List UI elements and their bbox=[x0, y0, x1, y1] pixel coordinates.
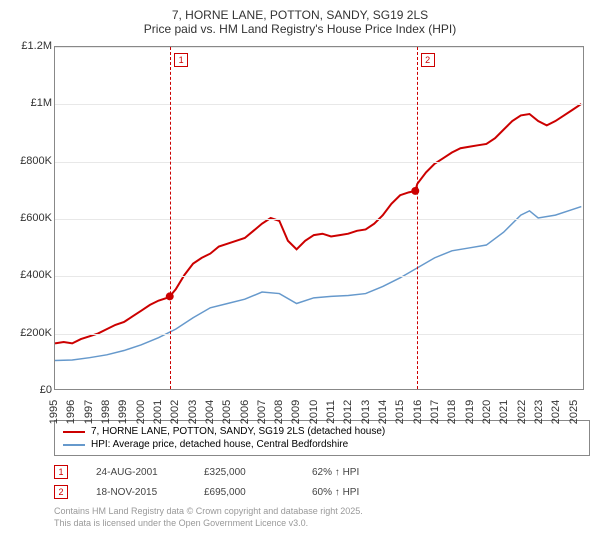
x-axis-label: 2018 bbox=[446, 400, 458, 424]
legend-label: 7, HORNE LANE, POTTON, SANDY, SG19 2LS (… bbox=[91, 426, 385, 437]
x-axis-label: 2009 bbox=[290, 400, 302, 424]
x-axis-label: 2020 bbox=[481, 400, 493, 424]
y-axis-label: £400K bbox=[10, 269, 52, 281]
x-axis-label: 2004 bbox=[204, 400, 216, 424]
legend-label: HPI: Average price, detached house, Cent… bbox=[91, 439, 348, 450]
x-axis-label: 2003 bbox=[187, 400, 199, 424]
x-axis-label: 2005 bbox=[221, 400, 233, 424]
x-axis-label: 2000 bbox=[135, 400, 147, 424]
gridline bbox=[55, 47, 583, 48]
transaction-delta: 60% ↑ HPI bbox=[312, 487, 392, 498]
legend: 7, HORNE LANE, POTTON, SANDY, SG19 2LS (… bbox=[54, 420, 590, 456]
chart-svg bbox=[55, 47, 583, 389]
x-axis-label: 1996 bbox=[65, 400, 77, 424]
plot-area: 12 bbox=[54, 46, 584, 390]
x-axis-label: 2015 bbox=[394, 400, 406, 424]
x-axis-label: 1999 bbox=[117, 400, 129, 424]
y-axis-label: £1M bbox=[10, 97, 52, 109]
chart-title: 7, HORNE LANE, POTTON, SANDY, SG19 2LS bbox=[10, 8, 590, 22]
legend-swatch bbox=[63, 444, 85, 446]
x-axis-label: 2006 bbox=[239, 400, 251, 424]
marker-dot bbox=[411, 187, 419, 195]
x-axis-label: 2021 bbox=[498, 400, 510, 424]
x-axis-label: 1998 bbox=[100, 400, 112, 424]
x-axis-label: 2013 bbox=[360, 400, 372, 424]
x-axis-label: 2024 bbox=[550, 400, 562, 424]
series-line bbox=[55, 207, 581, 361]
legend-swatch bbox=[63, 431, 85, 433]
marker-line bbox=[170, 47, 171, 389]
series-line bbox=[55, 104, 581, 343]
gridline bbox=[55, 276, 583, 277]
legend-item: 7, HORNE LANE, POTTON, SANDY, SG19 2LS (… bbox=[63, 425, 581, 438]
footer-line-2: This data is licensed under the Open Gov… bbox=[54, 518, 590, 530]
x-axis-label: 2002 bbox=[169, 400, 181, 424]
gridline bbox=[55, 334, 583, 335]
gridline bbox=[55, 219, 583, 220]
x-axis-label: 1997 bbox=[83, 400, 95, 424]
transaction-date: 18-NOV-2015 bbox=[96, 487, 176, 498]
y-axis-label: £600K bbox=[10, 212, 52, 224]
x-axis-label: 2008 bbox=[273, 400, 285, 424]
transaction-price: £695,000 bbox=[204, 487, 284, 498]
marker-label: 1 bbox=[174, 53, 188, 67]
transaction-date: 24-AUG-2001 bbox=[96, 467, 176, 478]
gridline bbox=[55, 104, 583, 105]
chart-subtitle: Price paid vs. HM Land Registry's House … bbox=[10, 22, 590, 36]
transaction-marker: 2 bbox=[54, 485, 68, 499]
x-axis-label: 2023 bbox=[533, 400, 545, 424]
x-axis-label: 2025 bbox=[568, 400, 580, 424]
footer-attribution: Contains HM Land Registry data © Crown c… bbox=[54, 506, 590, 529]
transaction-row: 2 18-NOV-2015 £695,000 60% ↑ HPI bbox=[54, 482, 590, 502]
x-axis-label: 2022 bbox=[516, 400, 528, 424]
x-axis-label: 2011 bbox=[325, 400, 337, 424]
legend-item: HPI: Average price, detached house, Cent… bbox=[63, 438, 581, 451]
transaction-price: £325,000 bbox=[204, 467, 284, 478]
transaction-table: 1 24-AUG-2001 £325,000 62% ↑ HPI 2 18-NOV-201… bbox=[54, 462, 590, 502]
gridline bbox=[55, 162, 583, 163]
x-axis-label: 2007 bbox=[256, 400, 268, 424]
footer-line-1: Contains HM Land Registry data © Crown c… bbox=[54, 506, 590, 518]
marker-label: 2 bbox=[421, 53, 435, 67]
x-axis-label: 2010 bbox=[308, 400, 320, 424]
y-axis-label: £200K bbox=[10, 327, 52, 339]
transaction-marker: 1 bbox=[54, 465, 68, 479]
x-axis-label: 1995 bbox=[48, 400, 60, 424]
x-axis-label: 2012 bbox=[342, 400, 354, 424]
y-axis-label: £0 bbox=[10, 384, 52, 396]
y-axis-label: £800K bbox=[10, 155, 52, 167]
chart-area: 12 £0£200K£400K£600K£800K£1M£1.2M1995199… bbox=[10, 42, 590, 414]
x-axis-label: 2017 bbox=[429, 400, 441, 424]
x-axis-label: 2016 bbox=[412, 400, 424, 424]
x-axis-label: 2019 bbox=[464, 400, 476, 424]
x-axis-label: 2001 bbox=[152, 400, 164, 424]
x-axis-label: 2014 bbox=[377, 400, 389, 424]
y-axis-label: £1.2M bbox=[10, 40, 52, 52]
transaction-delta: 62% ↑ HPI bbox=[312, 467, 392, 478]
transaction-row: 1 24-AUG-2001 £325,000 62% ↑ HPI bbox=[54, 462, 590, 482]
marker-line bbox=[417, 47, 418, 389]
